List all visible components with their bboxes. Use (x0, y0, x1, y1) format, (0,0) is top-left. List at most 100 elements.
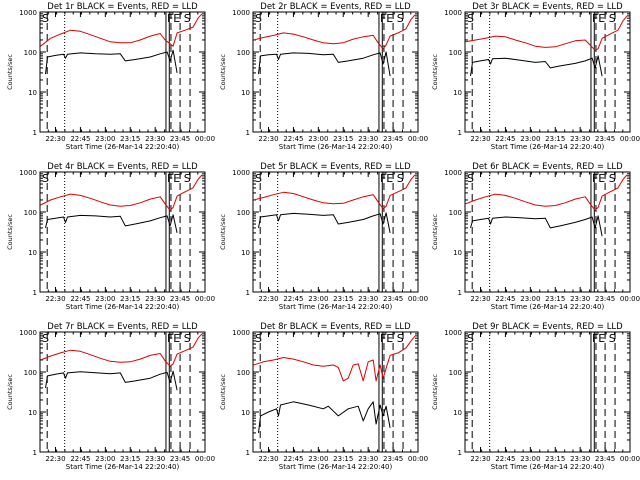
x-tick-label: 23:15 (333, 135, 353, 143)
lld-series-line (40, 333, 203, 367)
marker-label-right: FE S (167, 12, 191, 25)
panel-3: Det 3r BLACK = Events, RED = LLD 1 10 100 10… (431, 2, 640, 151)
x-tick-label: 22:45 (70, 455, 90, 463)
x-tick-label: 22:30 (470, 455, 490, 463)
x-axis-label: Start Time (26-Mar-14 22:20:40) (491, 303, 605, 311)
marker-label-right: FE S (380, 172, 404, 185)
y-axis-label: Counts/sec (431, 374, 439, 410)
x-tick-label: 23:45 (383, 295, 403, 303)
y-tick-label: 1000 (444, 9, 462, 17)
y-tick-label: 1000 (19, 9, 37, 17)
x-tick-label: 22:45 (495, 295, 515, 303)
x-tick-label: 23:00 (95, 295, 115, 303)
x-tick-label: 23:45 (170, 295, 190, 303)
x-tick-label: 00:00 (195, 135, 215, 143)
lld-series-line (40, 174, 203, 211)
y-tick-label: 10 (28, 249, 37, 257)
x-tick-label: 22:45 (70, 135, 90, 143)
x-tick-label: 23:15 (120, 455, 140, 463)
x-tick-label: 23:45 (383, 135, 403, 143)
panel-2: Det 2r BLACK = Events, RED = LLD 1 10 100 10… (219, 2, 428, 151)
y-tick-label: 100 (237, 209, 250, 217)
x-tick-label: 23:30 (145, 455, 165, 463)
x-tick-label: 22:30 (258, 295, 278, 303)
y-axis-label: Counts/sec (6, 54, 14, 90)
x-tick-label: 22:45 (283, 455, 303, 463)
y-tick-label: 10 (453, 409, 462, 417)
x-tick-label: 23:15 (545, 455, 565, 463)
x-tick-label: 22:30 (258, 135, 278, 143)
panel-8: Det 8r BLACK = Events, RED = LLD 1 10 100 10… (219, 322, 428, 471)
y-axis-label: Counts/sec (431, 214, 439, 250)
x-tick-label: 22:30 (45, 455, 65, 463)
events-series-line (45, 49, 178, 75)
x-axis-label: Start Time (26-Mar-14 22:20:40) (279, 143, 393, 151)
y-axis-label: Counts/sec (6, 374, 14, 410)
x-tick-label: 22:30 (470, 135, 490, 143)
y-tick-label: 10 (241, 409, 250, 417)
x-tick-label: 00:00 (620, 455, 640, 463)
y-tick-label: 100 (449, 209, 462, 217)
y-tick-label: 1 (458, 129, 462, 137)
y-tick-label: 100 (24, 49, 37, 57)
y-tick-label: 10 (28, 409, 37, 417)
x-axis-label: Start Time (26-Mar-14 22:20:40) (66, 143, 180, 151)
plot-frame (252, 171, 419, 293)
panel-title: Det 3r BLACK = Events, RED = LLD (472, 2, 623, 12)
y-tick-label: 1 (246, 449, 250, 457)
y-tick-label: 100 (24, 369, 37, 377)
x-tick-label: 00:00 (620, 135, 640, 143)
panel-title: Det 1r BLACK = Events, RED = LLD (47, 2, 198, 12)
x-tick-label: 23:30 (358, 295, 378, 303)
x-tick-label: 23:30 (570, 295, 590, 303)
y-tick-label: 10 (241, 89, 250, 97)
lld-series-line (40, 13, 203, 47)
y-tick-label: 1000 (232, 169, 250, 177)
x-tick-label: 00:00 (408, 455, 428, 463)
x-tick-label: 23:00 (95, 135, 115, 143)
x-tick-label: 00:00 (620, 295, 640, 303)
panel-title: Det 4r BLACK = Events, RED = LLD (47, 162, 198, 172)
x-tick-label: 23:45 (595, 455, 615, 463)
marker-label-left: S (42, 12, 49, 25)
x-tick-label: 23:45 (595, 295, 615, 303)
panel-1: Det 1r BLACK = Events, RED = LLD 1 10 100 10… (6, 2, 215, 151)
panel-title: Det 6r BLACK = Events, RED = LLD (472, 162, 623, 172)
y-axis-label: Counts/sec (6, 214, 14, 250)
plot-frame (39, 171, 206, 293)
panel-5: Det 5r BLACK = Events, RED = LLD 1 10 100 10… (219, 162, 428, 311)
x-tick-label: 23:30 (145, 135, 165, 143)
panel-title: Det 9r BLACK = Events, RED = LLD (472, 322, 623, 332)
x-tick-label: 23:00 (308, 455, 328, 463)
plot-frame (464, 11, 631, 133)
x-tick-label: 23:30 (570, 135, 590, 143)
y-tick-label: 100 (449, 369, 462, 377)
y-tick-label: 1 (246, 289, 250, 297)
x-axis-label: Start Time (26-Mar-14 22:20:40) (491, 143, 605, 151)
events-series-line (258, 401, 391, 433)
panel-7: Det 7r BLACK = Events, RED = LLD 1 10 100 10… (6, 322, 215, 471)
x-tick-label: 22:30 (45, 135, 65, 143)
y-axis-label: Counts/sec (219, 54, 227, 90)
x-axis-label: Start Time (26-Mar-14 22:20:40) (279, 463, 393, 471)
x-tick-label: 22:45 (283, 295, 303, 303)
y-tick-label: 1000 (444, 329, 462, 337)
x-tick-label: 23:15 (333, 295, 353, 303)
marker-label-right: FE S (592, 12, 616, 25)
y-tick-label: 100 (24, 209, 37, 217)
marker-label-left: S (255, 12, 262, 25)
y-axis-label: Counts/sec (431, 54, 439, 90)
lld-series-line (465, 174, 628, 211)
y-axis-label: Counts/sec (219, 374, 227, 410)
x-axis-label: Start Time (26-Mar-14 22:20:40) (66, 463, 180, 471)
y-tick-label: 100 (237, 369, 250, 377)
x-tick-label: 23:15 (120, 295, 140, 303)
y-tick-label: 10 (453, 249, 462, 257)
y-tick-label: 1000 (444, 169, 462, 177)
x-tick-label: 00:00 (195, 295, 215, 303)
y-tick-label: 100 (449, 49, 462, 57)
x-tick-label: 23:00 (520, 135, 540, 143)
y-tick-label: 1 (246, 129, 250, 137)
x-tick-label: 22:45 (495, 135, 515, 143)
x-tick-label: 23:30 (358, 135, 378, 143)
